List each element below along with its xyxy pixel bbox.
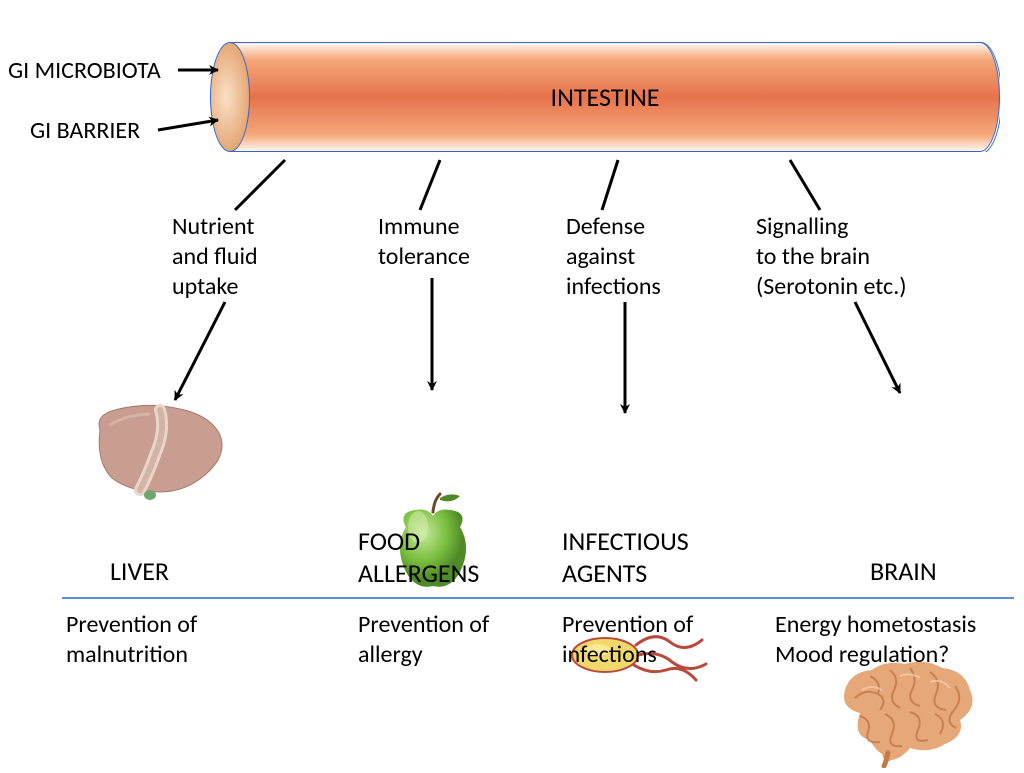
outcome-brain: Energy hometostasis Mood regulation? (775, 610, 976, 670)
outcome-liver: Prevention of malnutrition (66, 610, 197, 670)
icon-label-brain: BRAIN (870, 555, 937, 587)
separator-line (62, 597, 1014, 599)
icon-label-allergens: FOOD ALLERGENS (358, 525, 479, 589)
mid-label-signalling: Signalling to the brain (Serotonin etc.) (756, 212, 907, 302)
mid-label-immune: Immune tolerance (378, 212, 470, 272)
mid-label-nutrient: Nutrient and fluid uptake (172, 212, 258, 302)
icon-label-infectious: INFECTIOUS AGENTS (562, 525, 689, 589)
label-gi-microbiota: GI MICROBIOTA (8, 56, 161, 86)
outcome-infectious: Prevention of infections (562, 610, 693, 670)
icon-label-liver: LIVER (110, 555, 169, 587)
brain-icon (830, 658, 980, 768)
liver-icon (90, 400, 230, 500)
label-gi-barrier: GI BARRIER (30, 116, 140, 146)
outcome-allergens: Prevention of allergy (358, 610, 489, 670)
intestine-cylinder: INTESTINE (210, 42, 1000, 152)
mid-label-defense: Defense against infections (566, 212, 661, 302)
intestine-title: INTESTINE (210, 42, 1000, 152)
